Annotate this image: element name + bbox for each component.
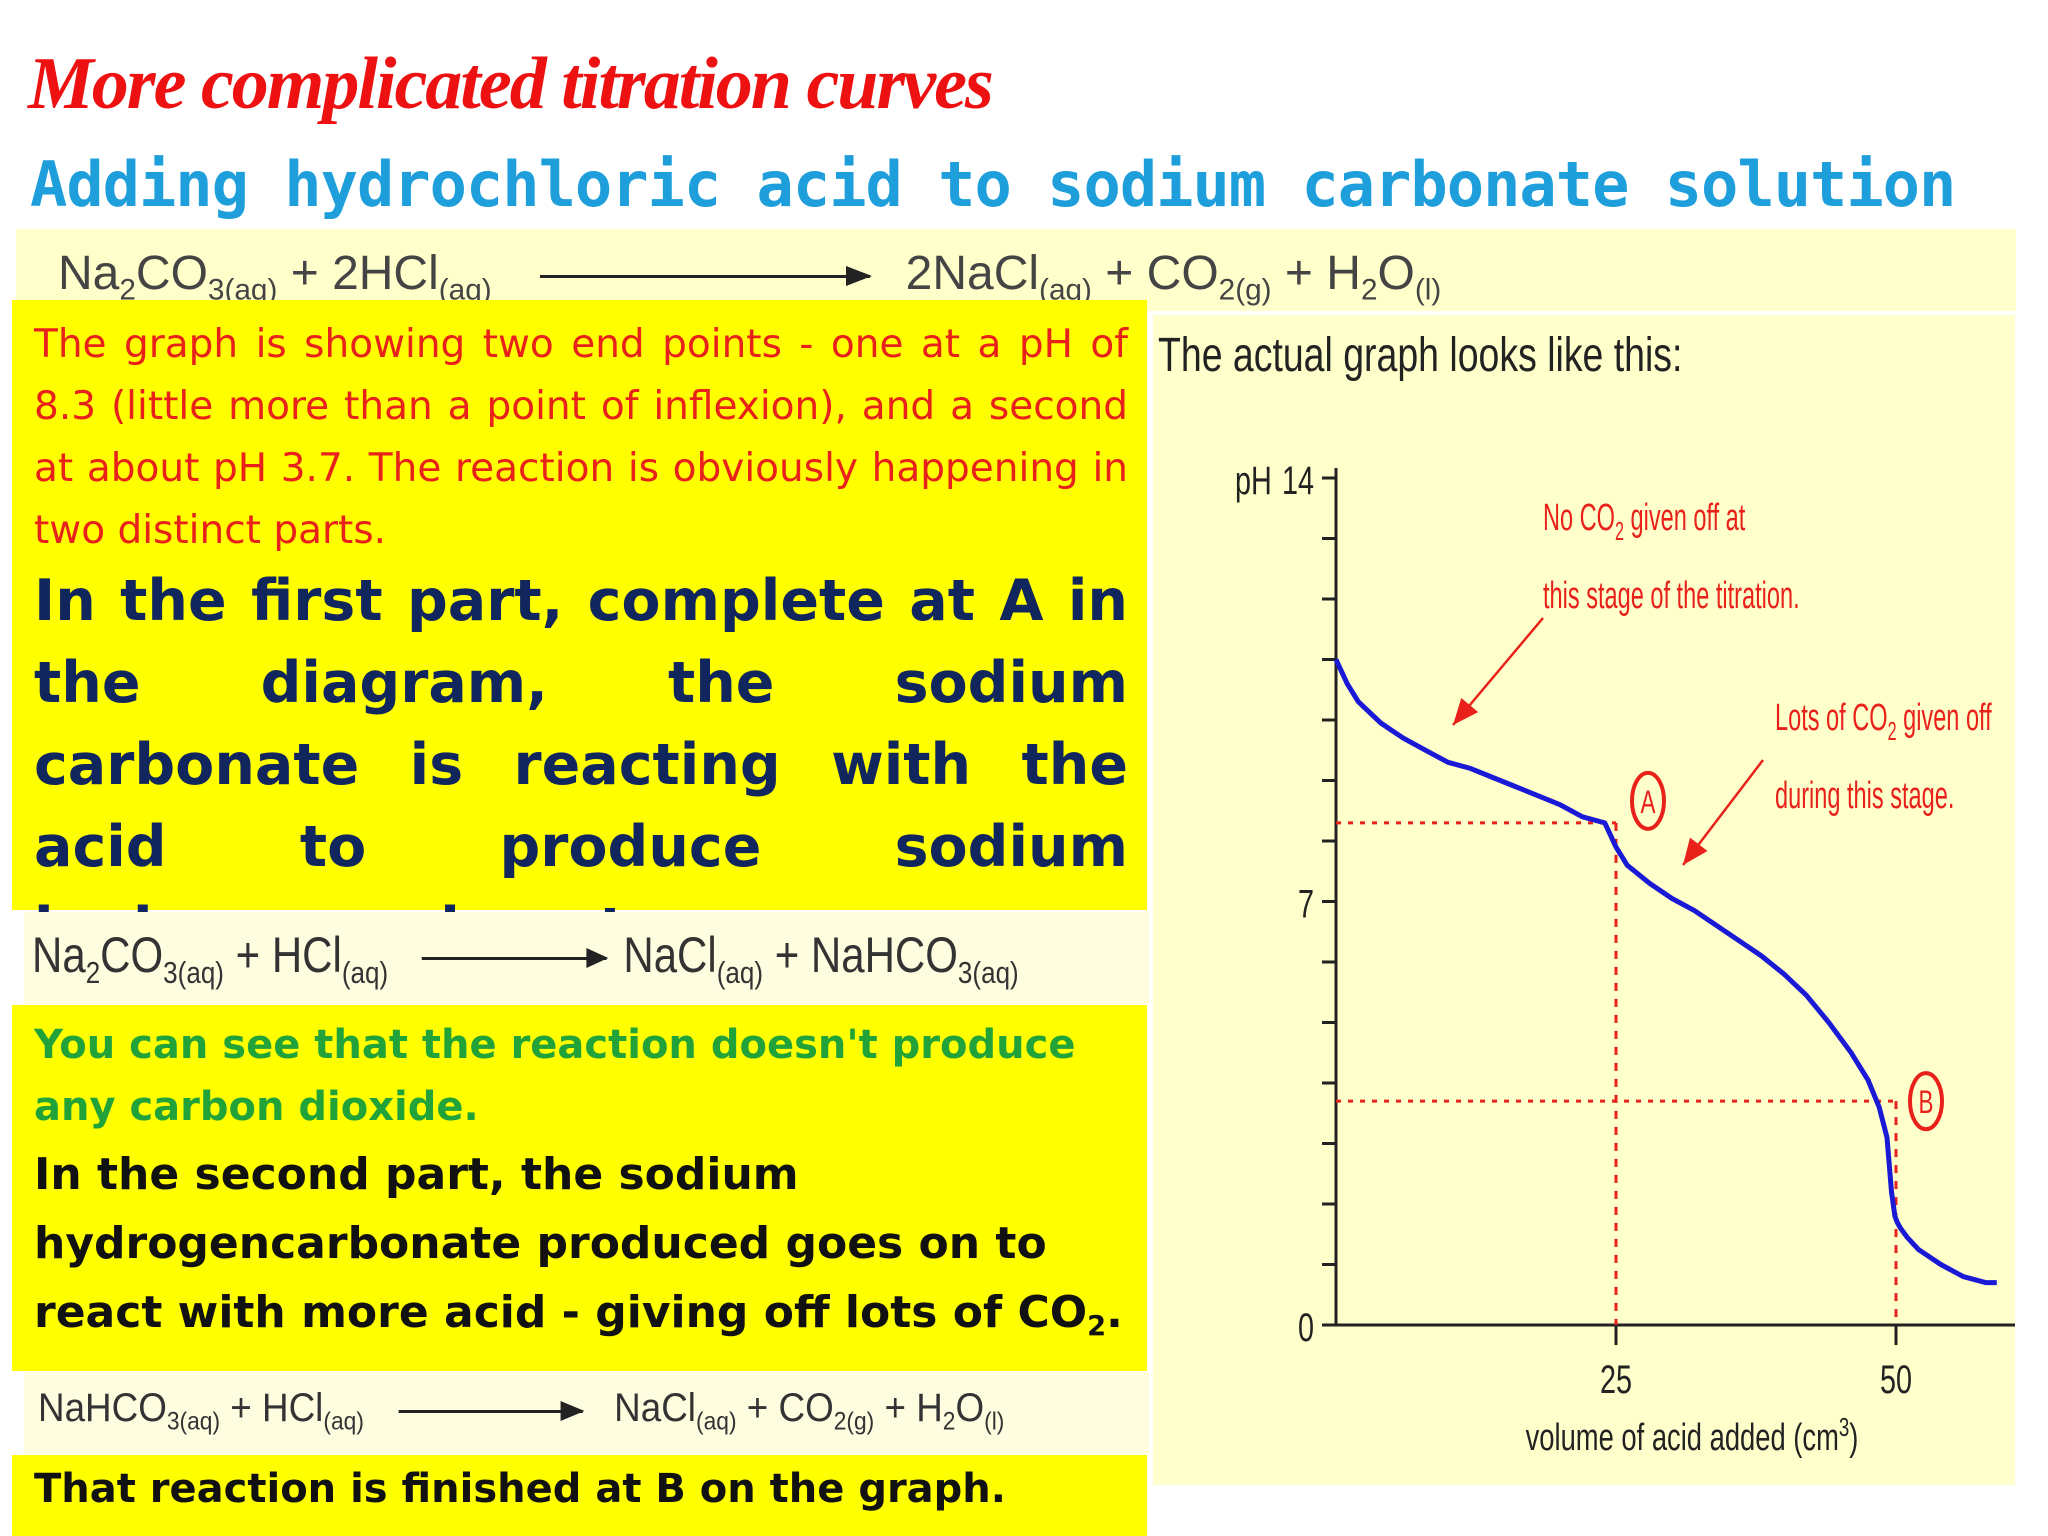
x-tick-label: 50	[1880, 1357, 1912, 1402]
endpoint-marker-label: A	[1641, 784, 1656, 820]
y-tick-label: 14	[1282, 458, 1314, 503]
overall-equation-band	[16, 229, 2016, 311]
text-panel-top	[12, 300, 1147, 910]
second-part-equation: NaHCO3(aq) + HCl(aq) NaCl(aq) + CO2(g) +…	[38, 1386, 1004, 1437]
annotation-lots-co2-line2: during this stage.	[1775, 773, 1954, 816]
equation-rhs: NaCl(aq) + CO2(g) + H2O(l)	[614, 1386, 1005, 1436]
x-axis-label: volume of acid added (cm3)	[1526, 1412, 1859, 1459]
final-line: That reaction is finished at B on the gr…	[34, 1466, 1006, 1512]
reaction-arrow-icon	[398, 1400, 585, 1421]
text-panel-middle	[12, 1005, 1147, 1371]
first-part-equation: Na2CO3(aq) + HCl(aq) NaCl(aq) + NaHCO3(a…	[32, 926, 1019, 991]
page-subtitle: Adding hydrochloric acid to sodium carbo…	[30, 148, 1956, 221]
graph-caption: The actual graph looks like this:	[1158, 329, 1683, 382]
annotation-lots-co2-line1: Lots of CO2 given off	[1775, 695, 1992, 746]
endpoints-paragraph: The graph is showing two end points - on…	[34, 322, 1128, 553]
equation-lhs: Na2CO3(aq) + 2HCl(aq)	[58, 247, 492, 307]
annotation-no-co2-line2: this stage of the titration.	[1543, 573, 1800, 616]
annotation-arrow-a-icon-head	[1453, 698, 1479, 725]
x-tick-label: 25	[1600, 1357, 1632, 1402]
y-tick-label: 7	[1298, 882, 1314, 927]
reaction-arrow-icon	[421, 947, 609, 968]
page-title: More complicated titration curves	[28, 43, 994, 125]
second-part-paragraph: In the second part, the sodium hydrogenc…	[34, 1149, 1123, 1343]
text-panel-bottom	[12, 1455, 1147, 1536]
equation-rhs: NaCl(aq) + NaHCO3(aq)	[623, 927, 1019, 990]
y-tick-label: 0	[1298, 1305, 1314, 1350]
second-equation-band	[24, 1372, 1149, 1454]
equation-lhs: Na2CO3(aq) + HCl(aq)	[32, 927, 389, 990]
endpoint-marker-circle	[1630, 770, 1666, 831]
equation-lhs: NaHCO3(aq) + HCl(aq)	[38, 1386, 364, 1436]
overall-equation: Na2CO3(aq) + 2HCl(aq) 2NaCl(aq) + CO2(g)…	[58, 246, 1441, 307]
graph-panel	[1153, 315, 2015, 1485]
equation-rhs: 2NaCl(aq) + CO2(g) + H2O(l)	[905, 247, 1442, 307]
chart-annotations: No CO2 given off at this stage of the tit…	[1452, 495, 1992, 866]
y-axis-label: pH	[1235, 458, 1272, 503]
annotation-arrow-b-icon-head	[1683, 837, 1708, 865]
endpoint-guides	[1336, 821, 1898, 1325]
reaction-arrow-icon	[539, 266, 872, 287]
annotation-no-co2-line1: No CO2 given off at	[1543, 495, 1745, 546]
no-co2-paragraph: You can see that the reaction doesn't pr…	[34, 1022, 1076, 1130]
chart-axes	[1322, 468, 2015, 1345]
endpoint-marker-circle	[1908, 1071, 1944, 1132]
first-part-paragraph: In the first part, complete at A in the …	[34, 568, 1128, 962]
endpoint-markers: AB	[1630, 770, 1944, 1132]
endpoint-marker-label: B	[1919, 1084, 1934, 1120]
titration-curve	[1333, 658, 1997, 1286]
